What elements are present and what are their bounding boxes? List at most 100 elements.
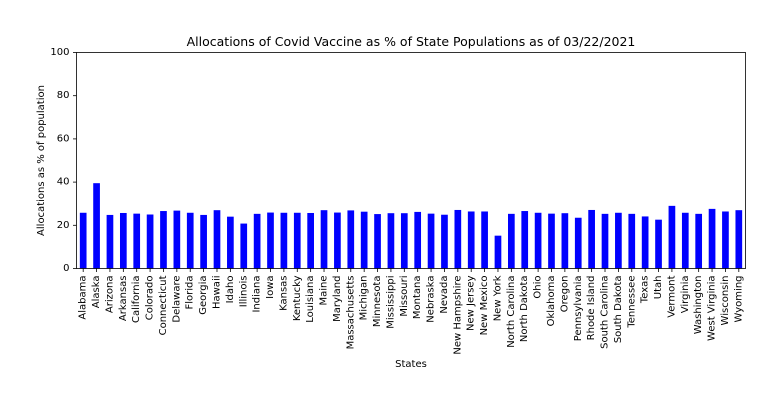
y-axis: 0 20 40 60 80 100: [50, 47, 77, 274]
bar-new-mexico: [481, 211, 488, 269]
bars-group: [79, 183, 743, 269]
bar-maine: [320, 210, 328, 269]
bar-rhode-island: [588, 209, 595, 269]
bar-colorado: [146, 214, 154, 269]
bar-arizona: [106, 214, 114, 269]
x-tick-label: Tennessee: [626, 276, 637, 329]
bar-north-dakota: [521, 211, 529, 269]
bar-delaware: [173, 210, 181, 269]
x-tick-label: Delaware: [171, 276, 182, 323]
bar-wyoming: [735, 210, 743, 269]
x-tick-label: Pennsylvania: [573, 276, 584, 342]
bar-nebraska: [427, 213, 435, 269]
bar-arkansas: [119, 212, 127, 269]
bar-iowa: [267, 212, 274, 269]
x-tick-label: Illinois: [238, 276, 249, 308]
x-tick-label: Vermont: [666, 275, 677, 317]
x-tick-label: Florida: [185, 276, 196, 310]
x-tick-label: Mississippi: [385, 276, 396, 329]
x-axis-label: States: [395, 359, 427, 370]
x-tick-label: South Dakota: [613, 276, 624, 344]
x-tick-label: California: [131, 276, 142, 324]
bar-oklahoma: [548, 213, 555, 269]
x-tick-label: Missouri: [399, 276, 410, 317]
bar-utah: [655, 219, 662, 269]
bar-minnesota: [374, 214, 381, 269]
x-tick-label: New Hampshire: [452, 276, 463, 355]
bar-montana: [414, 211, 422, 269]
bar-texas: [641, 216, 649, 269]
x-tick-label: Rhode Island: [586, 276, 597, 341]
bar-oregon: [561, 213, 569, 269]
bar-tennessee: [628, 213, 636, 269]
bar-ohio: [534, 212, 542, 269]
bar-virginia: [681, 212, 689, 269]
bar-california: [133, 213, 141, 269]
x-tick-label: New Jersey: [466, 275, 477, 331]
bar-kansas: [280, 212, 288, 269]
x-tick-label: Nevada: [439, 276, 450, 314]
bar-kentucky: [293, 212, 301, 269]
bar-georgia: [200, 214, 207, 269]
bar-south-carolina: [601, 213, 609, 269]
x-tick-label: Virginia: [680, 276, 691, 314]
x-tick-label: Indiana: [252, 276, 263, 313]
y-tick-label: 20: [57, 220, 70, 231]
bar-new-jersey: [467, 211, 475, 269]
bar-connecticut: [160, 211, 167, 269]
x-tick-label: Nebraska: [426, 276, 437, 323]
x-tick-label: Georgia: [198, 276, 209, 315]
x-tick-label: New York: [492, 275, 503, 321]
y-tick-label: 40: [57, 177, 70, 188]
bar-alaska: [93, 183, 100, 269]
x-tick-label: Wyoming: [733, 276, 744, 323]
bar-washington: [695, 213, 703, 269]
bar-nevada: [441, 214, 448, 269]
bar-wisconsin: [722, 211, 729, 269]
bar-new-york: [494, 235, 502, 269]
bar-indiana: [253, 213, 261, 269]
x-tick-label: Wisconsin: [720, 276, 731, 326]
bar-massachusetts: [347, 210, 355, 269]
x-tick-label: Colorado: [145, 276, 156, 321]
x-tick-label: North Carolina: [506, 276, 517, 348]
x-tick-label: Alaska: [91, 276, 102, 309]
bar-west-virginia: [708, 208, 716, 269]
bar-alabama: [79, 212, 87, 269]
x-tick-label: Connecticut: [158, 275, 169, 335]
bar-south-dakota: [615, 212, 622, 269]
x-tick-label: Ohio: [533, 276, 544, 299]
x-tick-label: Maryland: [332, 276, 343, 322]
x-tick-label: Minnesota: [372, 276, 383, 328]
bar-illinois: [240, 223, 248, 269]
x-tick-label: Washington: [693, 276, 704, 335]
x-tick-label: Texas: [640, 276, 651, 305]
x-tick-label: Iowa: [265, 276, 276, 299]
x-tick-label: Oregon: [559, 276, 570, 313]
y-tick-label: 100: [50, 47, 69, 58]
x-axis: Alabama Alaska Arizona Arkansas California Co…: [78, 268, 744, 355]
x-tick-label: Montana: [412, 276, 423, 320]
y-tick-label: 60: [57, 133, 70, 144]
x-tick-label: Oklahoma: [546, 276, 557, 327]
bar-pennsylvania: [574, 217, 582, 269]
bar-michigan: [360, 211, 368, 269]
x-tick-label: Utah: [653, 276, 664, 300]
bar-louisiana: [307, 212, 314, 269]
bar-hawaii: [213, 210, 221, 269]
plot-frame: [76, 52, 746, 269]
y-tick-label: 0: [63, 263, 69, 274]
x-tick-label: South Carolina: [600, 276, 611, 349]
bar-new-hampshire: [454, 209, 462, 269]
x-tick-label: Arkansas: [118, 276, 129, 322]
x-tick-label: Arizona: [104, 276, 115, 314]
x-tick-label: Idaho: [225, 276, 236, 304]
x-tick-label: Kansas: [278, 276, 289, 311]
bar-mississippi: [387, 213, 395, 269]
bar-maryland: [334, 212, 341, 269]
x-tick-label: Massachusetts: [345, 276, 356, 350]
x-tick-label: Maine: [319, 276, 330, 306]
y-axis-label: Allocations as % of population: [36, 85, 47, 236]
